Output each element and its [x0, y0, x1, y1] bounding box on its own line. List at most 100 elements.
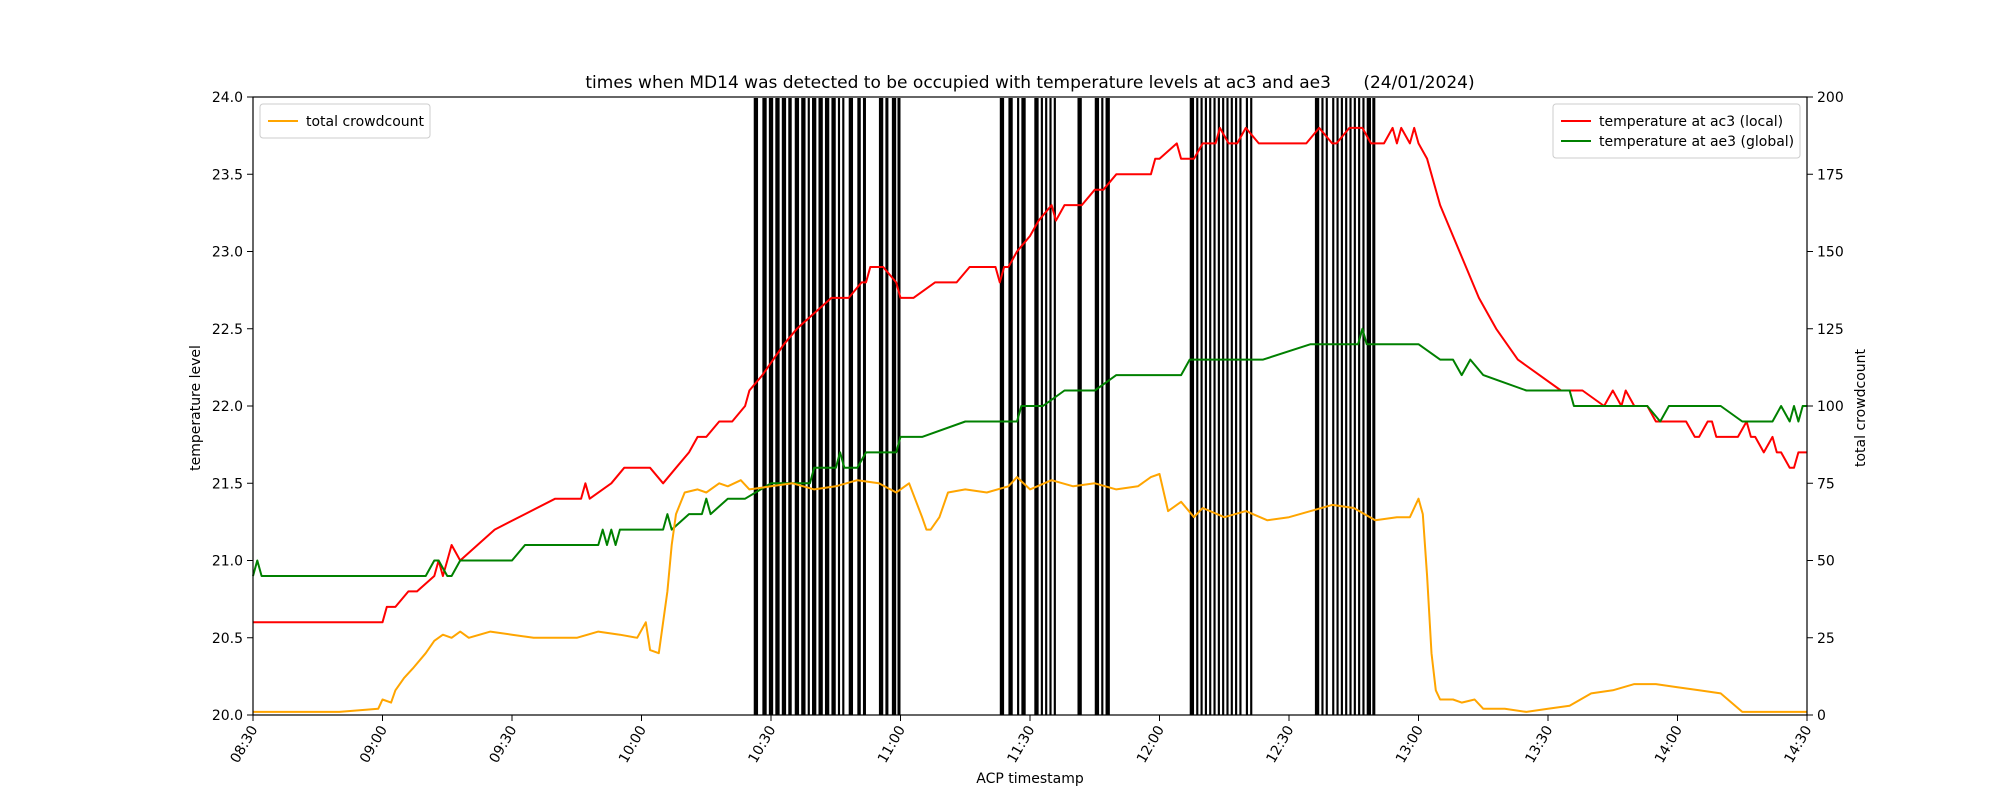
y-right-tick-label: 75 [1817, 476, 1835, 492]
legend-crowdcount: total crowdcount [259, 103, 431, 139]
occupancy-bar [768, 98, 774, 715]
y-right-tick-label: 50 [1817, 554, 1835, 570]
occupancy-bar [897, 98, 901, 715]
occupancy-bar [862, 98, 866, 715]
occupancy-bar [1200, 98, 1203, 715]
occupancy-bar [1094, 98, 1100, 715]
occupancy-bars [753, 98, 1376, 715]
occupancy-bar [999, 98, 1005, 715]
occupancy-bar [818, 98, 823, 715]
occupancy-bar [1235, 98, 1238, 715]
occupancy-bar [775, 98, 780, 715]
y-right-tick-label: 125 [1817, 322, 1844, 338]
x-tick-label: 10:30 [745, 723, 779, 766]
occupancy-bar [1213, 98, 1216, 715]
occupancy-bar [1008, 98, 1013, 715]
y-tick-label: 20.5 [212, 631, 243, 647]
occupancy-bar [891, 98, 897, 715]
occupancy-bar [842, 98, 845, 715]
x-tick-label: 08:30 [227, 723, 261, 766]
series-line [252, 327, 1807, 577]
occupancy-bar [831, 98, 836, 715]
occupancy-bar [1321, 98, 1324, 715]
occupancy-bar [1049, 98, 1052, 715]
y-right-tick-label: 175 [1817, 167, 1844, 183]
y-tick-label: 21.0 [212, 554, 243, 570]
occupancy-bar [1353, 98, 1356, 715]
occupancy-bar [1204, 98, 1207, 715]
occupancy-bar [857, 98, 861, 715]
y-tick-label: 23.0 [212, 245, 243, 261]
series-line [253, 473, 1807, 713]
legend-label: temperature at ae3 (global) [1599, 134, 1794, 150]
y-tick-label: 24.0 [212, 90, 243, 106]
occupancy-bar [753, 98, 759, 715]
occupancy-bar [1245, 98, 1248, 715]
x-tick-label: 12:00 [1134, 723, 1168, 766]
occupancy-bar [885, 98, 889, 715]
legend-box [1552, 103, 1801, 159]
occupancy-bar [1372, 98, 1376, 715]
y-right-tick-label: 25 [1817, 631, 1835, 647]
occupancy-bar [1362, 98, 1365, 715]
occupancy-bar [1217, 98, 1220, 715]
legend-label: temperature at ac3 (local) [1599, 114, 1783, 130]
y-tick-label: 22.5 [212, 322, 243, 338]
axes: 08:30 09:00 09:30 10:00 10:30 11:00 11:30 12:00… [212, 90, 1844, 766]
y-tick-label: 21.5 [212, 476, 243, 492]
occupancy-bar [1345, 98, 1348, 715]
occupancy-bar [1222, 98, 1225, 715]
occupancy-bar [1189, 98, 1195, 715]
occupancy-bar [812, 98, 817, 715]
occupancy-bar [1209, 98, 1212, 715]
occupancy-bar [1314, 98, 1320, 715]
x-tick-label: 09:00 [357, 723, 391, 766]
y-right-tick-label: 100 [1817, 399, 1844, 415]
x-axis-label: ACP timestamp [976, 771, 1084, 787]
x-tick-label: 13:00 [1393, 723, 1427, 766]
legend-box [259, 103, 431, 139]
occupancy-bar [1226, 98, 1229, 715]
occupancy-bar [1336, 98, 1339, 715]
occupancy-bar [794, 98, 800, 715]
occupancy-bar [1325, 98, 1328, 715]
occupancy-bar [807, 98, 810, 715]
series-line [253, 126, 1807, 624]
x-tick-label: 11:00 [875, 723, 909, 766]
x-tick-label: 14:30 [1781, 723, 1815, 766]
chart-title: times when MD14 was detected to be occup… [585, 73, 1474, 93]
series-lines [252, 126, 1807, 713]
y-tick-label: 20.0 [212, 708, 243, 724]
y-right-tick-label: 200 [1817, 90, 1844, 106]
occupancy-bar [1105, 98, 1110, 715]
occupancy-bar [1077, 98, 1082, 715]
occupancy-bar [1340, 98, 1343, 715]
occupancy-bar [1250, 98, 1253, 715]
occupancy-bar [788, 98, 792, 715]
occupancy-bar [1239, 98, 1242, 715]
occupancy-bar [1230, 98, 1233, 715]
y-axis-label-left: temperature level [188, 345, 204, 471]
y-right-tick-label: 150 [1817, 245, 1844, 261]
occupancy-bar [801, 98, 806, 715]
occupancy-bar [1349, 98, 1352, 715]
occupancy-bar [781, 98, 787, 715]
y-tick-label: 23.5 [212, 167, 243, 183]
occupancy-bar [848, 98, 854, 715]
occupancy-bar [1045, 98, 1048, 715]
x-tick-label: 09:30 [486, 723, 520, 766]
x-tick-label: 10:00 [616, 723, 650, 766]
occupancy-bar [1017, 98, 1020, 715]
occupancy-bar [1366, 98, 1372, 715]
occupancy-bar [1358, 98, 1361, 715]
x-tick-label: 12:30 [1263, 723, 1297, 766]
x-tick-label: 14:00 [1652, 723, 1686, 766]
occupancy-bar [1332, 98, 1335, 715]
occupancy-bar [1101, 98, 1104, 715]
x-tick-label: 13:30 [1522, 723, 1556, 766]
y-right-tick-label: 0 [1817, 708, 1826, 724]
occupancy-bar [1053, 98, 1056, 715]
x-tick-label: 11:30 [1004, 723, 1038, 766]
occupancy-bar [837, 98, 841, 715]
